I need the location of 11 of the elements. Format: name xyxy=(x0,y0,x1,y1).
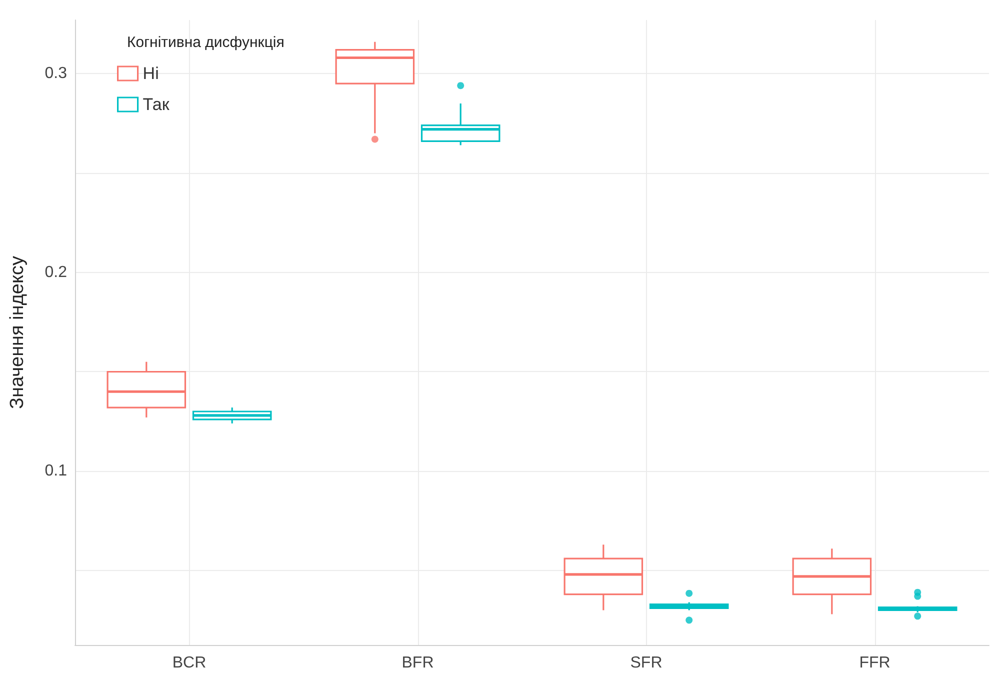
legend-title: Когнітивна дисфункція xyxy=(127,34,284,51)
x-tick-label: SFR xyxy=(630,654,662,672)
x-tick-label: FFR xyxy=(859,654,890,672)
legend-label: Так xyxy=(142,95,170,114)
y-axis-title: Значення індексу xyxy=(7,255,28,410)
x-tick-label: BFR xyxy=(402,654,434,672)
y-tick-label: 0.3 xyxy=(44,65,68,82)
y-tick-label: 0.1 xyxy=(44,462,68,480)
x-tick-label: BCR xyxy=(172,654,206,672)
legend-label: Ні xyxy=(142,64,159,83)
y-tick-label: 0.2 xyxy=(44,264,68,281)
